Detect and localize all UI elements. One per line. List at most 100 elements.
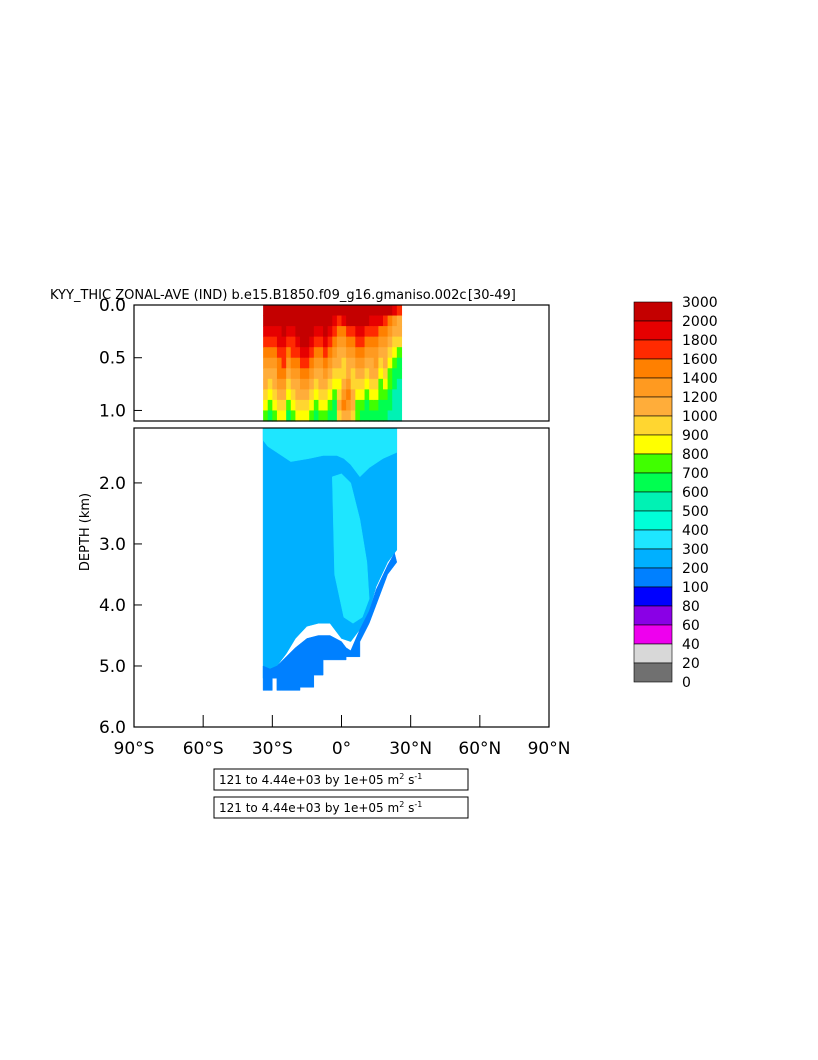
upper-cell xyxy=(332,336,338,348)
upper-cell xyxy=(392,389,398,401)
upper-cell xyxy=(350,305,356,317)
upper-cell xyxy=(304,315,310,327)
upper-cell xyxy=(396,305,403,317)
upper-cell xyxy=(364,326,370,338)
upper-cell xyxy=(304,378,310,390)
colorbar-swatch xyxy=(633,320,673,341)
upper-cell xyxy=(281,378,287,390)
upper-cell xyxy=(378,347,384,359)
region-deep xyxy=(262,552,398,691)
upper-cell xyxy=(295,336,301,348)
upper-cell xyxy=(318,368,324,380)
upper-cell xyxy=(355,305,361,317)
upper-cell xyxy=(336,378,343,390)
chart-title-suffix: [30-49] xyxy=(467,288,516,303)
upper-cell xyxy=(267,357,273,369)
colorbar-swatch xyxy=(633,396,673,417)
upper-cell xyxy=(346,336,352,348)
upper-cell xyxy=(263,305,269,317)
upper-cell xyxy=(327,368,333,380)
upper-cell xyxy=(281,399,287,412)
upper-cell xyxy=(346,305,352,317)
upper-cell xyxy=(276,410,283,422)
upper-cell xyxy=(369,410,375,422)
upper-cell xyxy=(323,347,329,359)
upper-cell xyxy=(378,368,384,380)
upper-cell xyxy=(267,399,273,412)
upper-cell xyxy=(392,305,398,317)
upper-cell xyxy=(323,399,329,412)
upper-cell xyxy=(373,315,379,327)
upper-cell xyxy=(378,326,384,338)
upper-cell xyxy=(295,410,301,422)
x-tick-label: 90°N xyxy=(528,739,571,759)
upper-cell xyxy=(327,336,333,348)
upper-cell xyxy=(359,347,366,359)
colorbar-label: 1800 xyxy=(682,333,718,349)
colorbar-swatch xyxy=(633,377,673,398)
upper-cell xyxy=(290,389,296,401)
upper-cell xyxy=(359,326,366,338)
upper-cell xyxy=(383,378,389,390)
upper-cell xyxy=(341,305,347,317)
upper-cell xyxy=(350,357,356,369)
upper-cell xyxy=(350,399,356,412)
colorbar-label: 0 xyxy=(682,675,691,691)
upper-cell xyxy=(396,347,403,359)
upper-cell xyxy=(323,368,329,380)
colorbar-label: 1200 xyxy=(682,390,718,406)
upper-cell xyxy=(309,389,315,401)
upper-cell xyxy=(323,336,329,348)
colorbar-label: 800 xyxy=(682,447,709,463)
upper-cell xyxy=(378,410,384,422)
upper-cell xyxy=(364,389,370,401)
colorbar-label: 20 xyxy=(682,656,700,672)
x-tick-label: 0° xyxy=(332,739,351,759)
upper-cell xyxy=(387,389,393,401)
upper-cell xyxy=(346,410,352,422)
upper-cell xyxy=(313,357,320,369)
upper-cell xyxy=(286,368,292,380)
upper-cell xyxy=(267,305,273,317)
colorbar-label: 1400 xyxy=(682,371,718,387)
upper-cell xyxy=(332,305,338,317)
y-tick-label: 0.0 xyxy=(99,296,126,316)
upper-cell xyxy=(318,389,324,401)
info-box-text: 121 to 4.44e+03 by 1e+05 m2 s-1 xyxy=(219,772,422,787)
upper-cell xyxy=(336,389,343,401)
upper-cell xyxy=(286,347,292,359)
upper-cell xyxy=(272,389,278,401)
upper-cell xyxy=(304,410,310,422)
upper-cell xyxy=(373,357,379,369)
upper-cell xyxy=(373,347,379,359)
upper-cell xyxy=(323,389,329,401)
upper-cell xyxy=(341,326,347,338)
x-tick-label: 30°S xyxy=(252,739,293,759)
upper-cell xyxy=(378,305,384,317)
upper-cell xyxy=(290,326,296,338)
upper-cell xyxy=(309,305,315,317)
upper-cell xyxy=(364,399,370,412)
upper-cell xyxy=(309,347,315,359)
upper-cell xyxy=(276,389,283,401)
colorbar-swatch xyxy=(633,586,673,607)
upper-cell xyxy=(290,336,296,348)
upper-cell xyxy=(267,347,273,359)
upper-cell xyxy=(309,410,315,422)
upper-panel-field xyxy=(263,305,403,422)
colorbar-swatch xyxy=(633,624,673,645)
upper-cell xyxy=(350,378,356,390)
y-tick-label: 2.0 xyxy=(99,474,126,494)
upper-cell xyxy=(313,305,320,317)
upper-cell xyxy=(267,326,273,338)
upper-cell xyxy=(396,399,403,412)
upper-cell xyxy=(350,326,356,338)
upper-cell xyxy=(327,378,333,390)
upper-cell xyxy=(383,357,389,369)
upper-cell xyxy=(387,378,393,390)
upper-cell xyxy=(346,389,352,401)
colorbar-swatch xyxy=(633,567,673,588)
upper-cell xyxy=(355,389,361,401)
upper-cell xyxy=(396,378,403,390)
upper-cell xyxy=(336,368,343,380)
